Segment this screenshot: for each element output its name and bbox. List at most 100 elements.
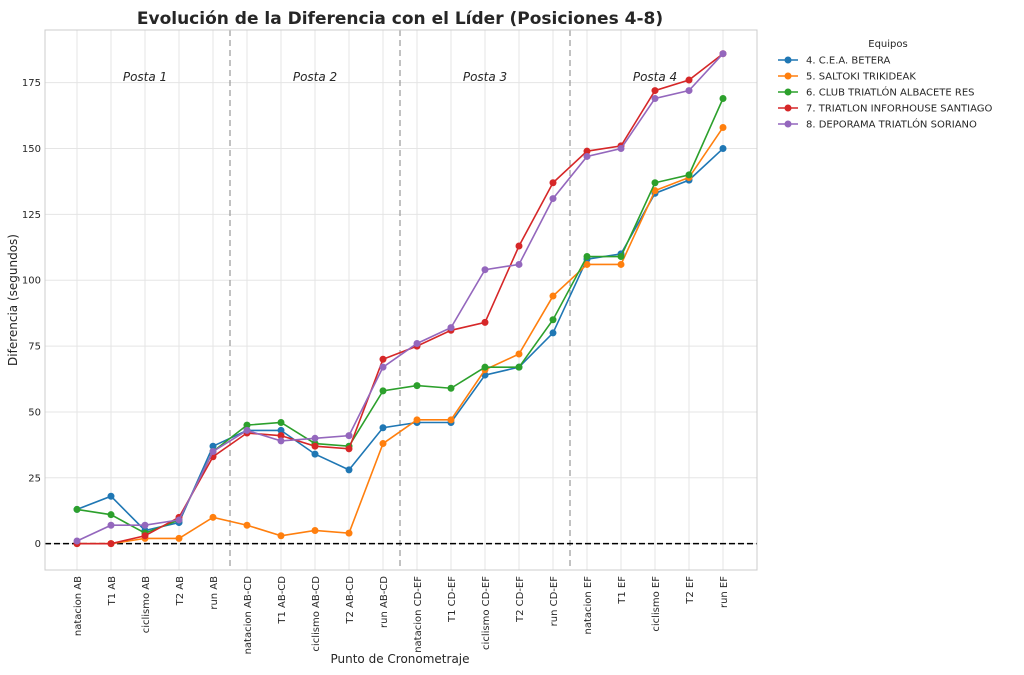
x-tick-label: run EF	[719, 576, 730, 608]
data-point	[379, 424, 387, 432]
data-point	[719, 94, 727, 102]
data-point	[685, 87, 693, 95]
data-point	[515, 260, 523, 268]
data-point	[719, 145, 727, 153]
y-tick-label: 125	[22, 210, 41, 221]
data-point	[141, 521, 149, 529]
data-point	[107, 492, 115, 500]
section-label: Posta 1	[123, 70, 167, 84]
x-tick-label: run CD-EF	[549, 576, 560, 627]
legend-entry: 8. DEPORAMA TRIATLÓN SORIANO	[806, 118, 977, 131]
data-point	[345, 445, 353, 453]
y-tick-labels: 0 25 50 75 100 125 150 175	[22, 78, 41, 550]
data-point	[311, 434, 319, 442]
data-point	[719, 123, 727, 131]
data-point	[311, 450, 319, 458]
grid	[45, 30, 757, 570]
data-point	[549, 179, 557, 187]
data-point	[175, 516, 183, 524]
legend-swatch-marker	[784, 56, 792, 64]
data-point	[685, 171, 693, 179]
plot-frame	[44, 29, 758, 571]
series-line	[76, 53, 724, 542]
data-point	[515, 350, 523, 358]
y-tick-label: 0	[35, 539, 41, 550]
legend-entry: 6. CLUB TRIATLÓN ALBACETE RES	[806, 86, 975, 99]
data-point	[515, 363, 523, 371]
data-point	[209, 447, 217, 455]
x-tick-label: natacion EF	[583, 576, 594, 635]
x-tick-label: T1 CD-EF	[447, 576, 458, 623]
data-point	[243, 521, 251, 529]
data-point	[175, 534, 183, 542]
data-point	[617, 145, 625, 153]
x-tick-label: ciclismo CD-EF	[481, 576, 492, 650]
x-tick-label: T2 CD-EF	[515, 576, 526, 623]
x-tick-labels: natacion AB T1 AB ciclismo AB T2 AB run AB na…	[73, 576, 730, 655]
y-tick-label: 50	[28, 407, 41, 418]
data-point	[311, 442, 319, 450]
x-tick-label: natacion AB	[73, 576, 84, 636]
data-point	[651, 87, 659, 95]
data-point	[243, 421, 251, 429]
x-tick-label: T1 AB-CD	[277, 576, 288, 625]
data-point	[583, 260, 591, 268]
legend-swatch-marker	[784, 104, 792, 112]
data-point	[719, 50, 727, 58]
data-point	[379, 363, 387, 371]
data-point	[413, 382, 421, 390]
data-point	[413, 416, 421, 424]
data-point	[583, 253, 591, 261]
section-label: Posta 3	[463, 70, 507, 84]
data-point	[345, 466, 353, 474]
x-tick-label: natacion CD-EF	[413, 576, 424, 653]
data-point	[345, 432, 353, 440]
x-tick-label: ciclismo AB	[141, 576, 152, 633]
data-point	[277, 432, 285, 440]
data-point	[73, 505, 81, 513]
data-point	[277, 426, 285, 434]
data-point	[481, 363, 489, 371]
y-axis-label: Diferencia (segundos)	[6, 234, 20, 366]
data-point	[209, 442, 217, 450]
data-point	[549, 292, 557, 300]
data-point	[685, 76, 693, 84]
section-label: Posta 2	[293, 70, 337, 84]
legend-swatch-marker	[784, 88, 792, 96]
data-point	[73, 537, 81, 545]
y-tick-label: 175	[22, 78, 41, 89]
legend-entry: 5. SALTOKI TRIKIDEAK	[806, 72, 916, 83]
data-point	[651, 187, 659, 195]
legend-title: Equipos	[868, 39, 907, 50]
data-point	[243, 426, 251, 434]
data-point	[379, 387, 387, 395]
chart-title: Evolución de la Diferencia con el Líder …	[137, 9, 663, 29]
data-point	[107, 511, 115, 519]
x-tick-label: T1 EF	[617, 576, 628, 605]
data-point	[311, 526, 319, 534]
data-point	[651, 94, 659, 102]
y-tick-label: 25	[28, 473, 41, 484]
x-tick-label: ciclismo AB-CD	[311, 576, 322, 652]
data-point	[617, 253, 625, 261]
data-point	[651, 179, 659, 187]
x-tick-label: natacion AB-CD	[243, 576, 254, 655]
data-point	[447, 416, 455, 424]
x-tick-label: T2 AB	[175, 576, 186, 606]
data-point	[583, 152, 591, 160]
data-point	[549, 329, 557, 337]
data-point	[549, 195, 557, 203]
series-line	[77, 127, 724, 545]
data-point	[345, 529, 353, 537]
data-point	[617, 260, 625, 268]
legend-entry: 4. C.E.A. BETERA	[806, 56, 891, 67]
data-point	[107, 521, 115, 529]
data-point	[481, 318, 489, 326]
series-lines	[73, 50, 727, 548]
x-axis-label: Punto de Cronometraje	[330, 652, 469, 666]
legend-swatch-marker	[784, 120, 792, 128]
data-point	[107, 540, 115, 548]
